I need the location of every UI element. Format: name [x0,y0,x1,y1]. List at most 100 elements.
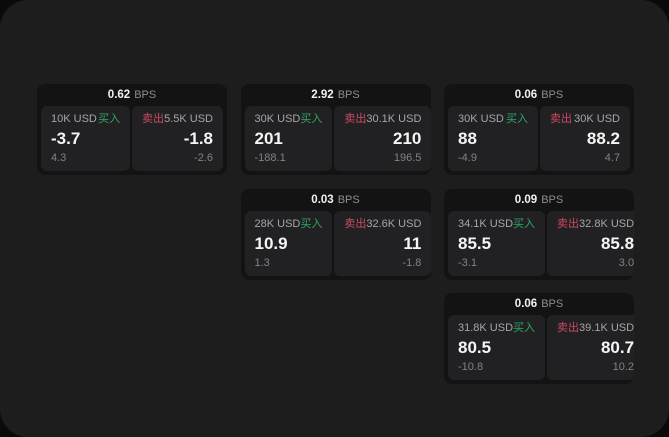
buy-side-label: 买入 [98,113,121,125]
bps-unit: BPS [337,193,360,206]
sell-top-row: 卖出 30.1K USD [344,113,421,125]
buy-side-label: 买入 [513,217,536,230]
buy-top-row: 31.8K USD 买入 [458,322,535,334]
sell-amount: 30K USD [574,113,620,125]
buy-price: 85.5 [458,233,492,253]
buy-amount: 10K USD [51,113,97,125]
sell-delta: -1.8 [402,256,422,269]
bps-value: 2.92 [311,89,334,101]
bps-unit: BPS [541,193,564,206]
buy-delta: 4.3 [51,152,67,164]
card-body: 10K USD 买入 -3.7 4.3 卖出 5.5K USD -1.8 -2.… [41,106,223,171]
card-body: 31.8K USD 买入 80.5 -10.8 卖出 39.1K USD 80.… [448,315,634,380]
sell-top-row: 卖出 32.6K USD [344,218,421,230]
buy-delta: -10.8 [458,361,484,373]
buy-top-row: 30K USD 买入 [255,113,323,125]
sell-panel[interactable]: 卖出 30.1K USD 210 196.5 [334,106,431,171]
sell-price: 85.8 [600,233,634,253]
quote-card: 0.09 BPS 34.1K USD 买入 85.5 -3.1 卖出 32.8K… [444,188,634,280]
bps-unit: BPS [337,89,360,101]
buy-price: 80.5 [458,338,492,357]
quote-card: 0.06 BPS 31.8K USD 买入 80.5 -10.8 卖出 39.1… [444,293,634,384]
sell-price: -1.8 [183,129,213,148]
sell-side-label: 卖出 [344,113,367,125]
bps-value: 0.03 [311,193,334,206]
sell-panel[interactable]: 卖出 32.8K USD 85.8 3.0 [547,210,634,276]
buy-amount: 30K USD [458,113,504,125]
buy-delta: -188.1 [254,152,286,164]
buy-price: 88 [458,129,477,148]
sell-panel[interactable]: 卖出 30K USD 88.2 4.7 [540,106,630,171]
buy-top-row: 10K USD 买入 [51,113,120,125]
buy-panel[interactable]: 28K USD 买入 10.9 1.3 [244,210,333,276]
card-body: 28K USD 买入 10.9 1.3 卖出 32.6K USD 11 -1.8 [244,210,431,276]
bps-unit: BPS [134,89,157,101]
buy-amount: 28K USD [254,217,301,230]
sell-side-label: 卖出 [557,217,580,230]
buy-top-row: 34.1K USD 买入 [458,218,535,230]
buy-side-label: 买入 [506,113,528,125]
buy-amount: 30K USD [254,113,301,125]
buy-amount: 34.1K USD [458,217,514,230]
bps-value: 0.06 [514,89,538,101]
buy-side-label: 买入 [300,113,323,125]
buy-side-label: 买入 [300,217,323,230]
buy-panel[interactable]: 34.1K USD 买入 85.5 -3.1 [448,210,546,276]
bps-header: 0.03 BPS [241,189,431,211]
buy-price: 10.9 [254,233,288,253]
bps-value: 0.09 [514,193,538,206]
sell-amount: 5.5K USD [164,113,213,125]
buy-price: 201 [254,129,283,148]
buy-delta: 1.3 [254,256,270,269]
sell-price: 88.2 [586,129,620,148]
sell-side-label: 卖出 [142,113,165,125]
sell-delta: 4.7 [604,152,620,164]
buy-panel[interactable]: 30K USD 买入 201 -188.1 [244,106,333,171]
bps-unit: BPS [541,298,564,310]
sell-price: 80.7 [600,338,634,357]
buy-delta: -4.9 [458,152,477,164]
sell-delta: -2.6 [194,152,213,164]
card-body: 30K USD 买入 88 -4.9 卖出 30K USD 88.2 4.7 [448,106,630,171]
sell-top-row: 卖出 32.8K USD [557,218,634,230]
sell-side-label: 卖出 [550,113,572,125]
quote-card: 0.62 BPS 10K USD 买入 -3.7 4.3 卖出 5.5K USD [37,84,227,175]
sell-amount: 32.8K USD [579,217,634,230]
buy-delta: -3.1 [458,256,477,269]
sell-price: 210 [393,129,422,148]
buy-panel[interactable]: 31.8K USD 买入 80.5 -10.8 [448,315,546,380]
buy-top-row: 30K USD 买入 [458,113,528,125]
card-body: 34.1K USD 买入 85.5 -3.1 卖出 32.8K USD 85.8… [448,210,634,276]
bps-header: 0.06 BPS [444,293,634,315]
bps-header: 2.92 BPS [241,84,431,106]
bps-header: 0.09 BPS [444,189,634,211]
sell-top-row: 卖出 39.1K USD [557,322,634,334]
sell-delta: 3.0 [618,256,634,269]
sell-top-row: 卖出 30K USD [550,113,620,125]
buy-amount: 31.8K USD [458,322,514,334]
bps-header: 0.06 BPS [444,84,634,106]
sell-panel[interactable]: 卖出 5.5K USD -1.8 -2.6 [132,106,223,171]
buy-price: -3.7 [51,129,81,148]
sell-amount: 39.1K USD [579,322,634,334]
sell-price: 11 [403,233,422,253]
sell-delta: 196.5 [393,152,422,164]
bps-unit: BPS [541,89,564,101]
bps-value: 0.62 [107,89,131,101]
buy-panel[interactable]: 10K USD 买入 -3.7 4.3 [41,106,131,171]
quote-card-grid: 0.62 BPS 10K USD 买入 -3.7 4.3 卖出 5.5K USD [37,84,634,384]
buy-side-label: 买入 [513,322,536,334]
bps-header: 0.62 BPS [37,84,227,106]
sell-delta: 10.2 [612,361,634,373]
sell-panel[interactable]: 卖出 32.6K USD 11 -1.8 [334,210,431,276]
buy-top-row: 28K USD 买入 [255,218,323,230]
sell-side-label: 卖出 [344,217,367,230]
sell-amount: 32.6K USD [366,217,422,230]
buy-panel[interactable]: 30K USD 买入 88 -4.9 [448,106,538,171]
bps-value: 0.06 [514,298,538,310]
sell-panel[interactable]: 卖出 39.1K USD 80.7 10.2 [547,315,634,380]
quote-card: 0.03 BPS 28K USD 买入 10.9 1.3 卖出 32.6K US… [240,188,431,280]
sell-top-row: 卖出 5.5K USD [142,113,213,125]
card-body: 30K USD 买入 201 -188.1 卖出 30.1K USD 210 1… [244,106,431,171]
quote-card: 0.06 BPS 30K USD 买入 88 -4.9 卖出 30K USD [444,84,634,175]
